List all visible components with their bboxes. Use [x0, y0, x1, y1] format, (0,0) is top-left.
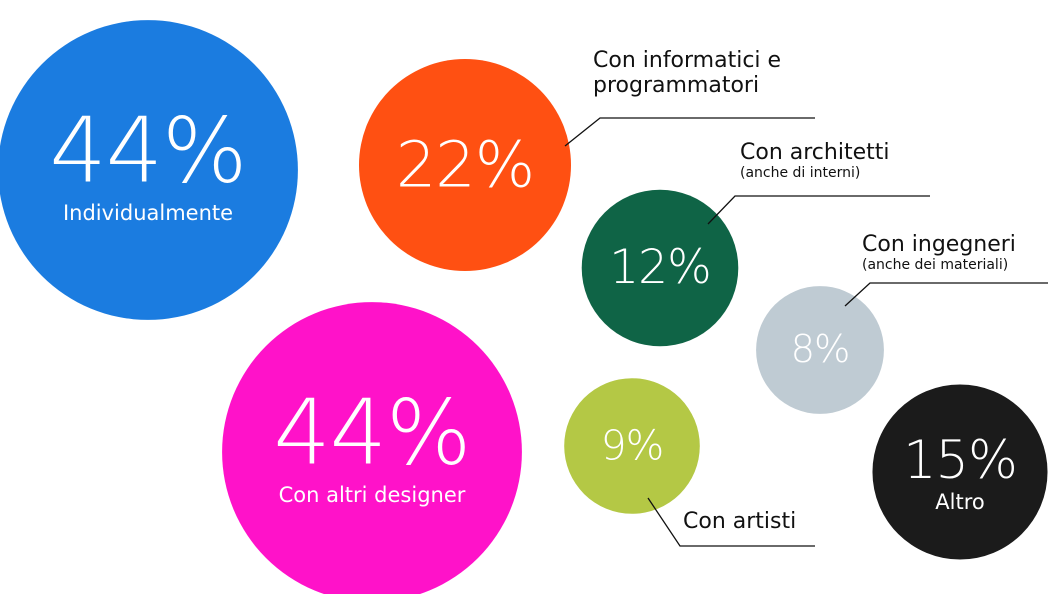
category-label: Individualmente [62, 201, 234, 226]
leader-line [564, 117, 815, 147]
value-label: 22% [395, 127, 535, 202]
value-label: 44% [49, 99, 248, 204]
bubble [872, 384, 1048, 560]
leader-line [844, 282, 1048, 307]
category-label: Con altri designer [278, 483, 466, 508]
bubble [358, 58, 572, 272]
value-label: 8% [790, 326, 851, 372]
bubble [564, 378, 700, 514]
value-label: 9% [600, 421, 665, 470]
category-label: Con architetti [740, 140, 890, 165]
leader-line [707, 195, 930, 225]
bubble [0, 20, 298, 320]
bubble [222, 302, 522, 594]
value-label: 15% [903, 430, 1018, 492]
value-label: 44% [273, 381, 472, 486]
category-label: Con informatici e programmatori [593, 48, 782, 99]
category-label: Con ingegneri [862, 232, 1016, 257]
bubble [756, 286, 884, 414]
category-label: Con artisti [683, 509, 797, 534]
bubble [581, 189, 739, 347]
category-note: (anche di interni) [740, 165, 861, 181]
category-label: Altro [935, 490, 985, 515]
value-label: 12% [609, 240, 711, 295]
category-note: (anche dei materiali) [862, 257, 1009, 273]
leader-line [647, 497, 815, 547]
